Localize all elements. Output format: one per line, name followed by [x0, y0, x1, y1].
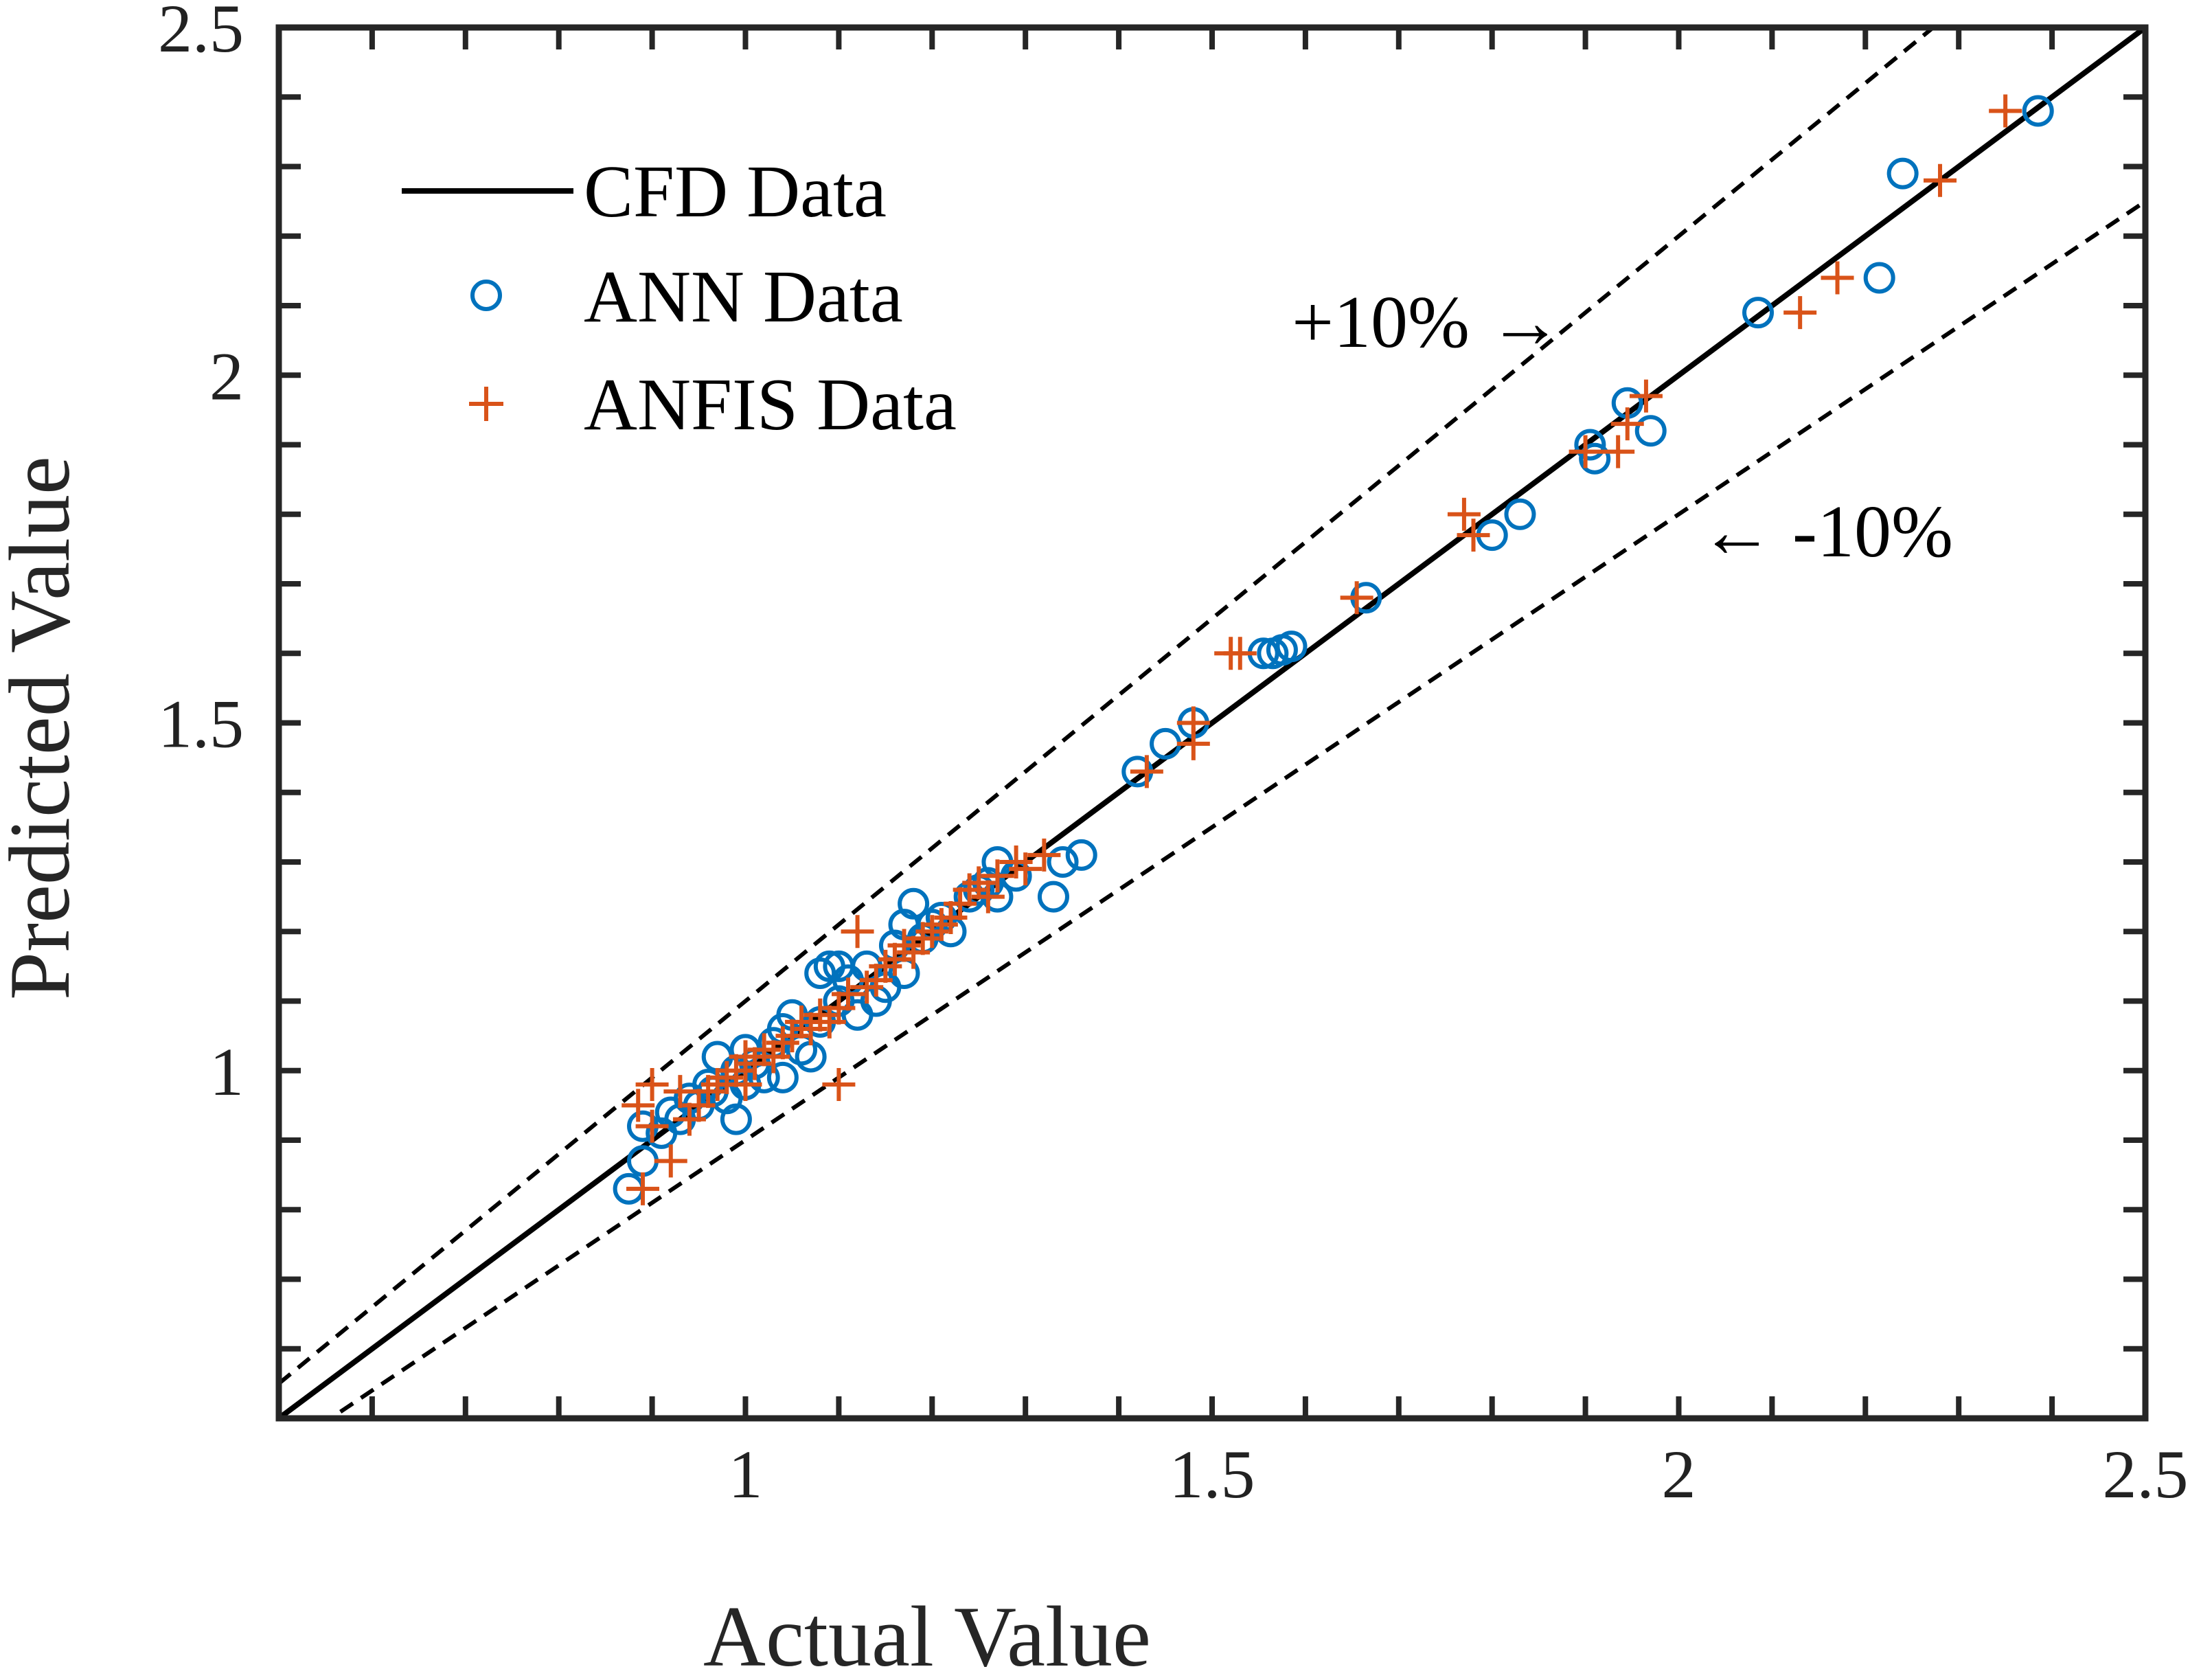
anfis-data-point: [621, 1089, 655, 1122]
ann-data-point: [1742, 297, 1775, 329]
x-tick-label: 2: [1662, 1436, 1696, 1512]
legend-circle-marker: [470, 280, 502, 311]
anfis-data-point: [1009, 852, 1042, 886]
ann-data-point: [1047, 846, 1079, 878]
anfis-data-point: [794, 1012, 828, 1045]
y-tick-label: 1: [209, 1034, 244, 1110]
ann-data-point: [2022, 95, 2054, 127]
ann-data-point: [1504, 498, 1536, 530]
plus-10-percent-line: [279, 27, 1937, 1385]
ann-data-point: [795, 1041, 827, 1073]
anfis-data-point: [729, 1068, 762, 1101]
tick-labels: 1 1.5 2 2.5 1 1.5 2 2.5: [158, 0, 2189, 1512]
ann-data-point: [1634, 415, 1667, 447]
ann-data-point: [1150, 727, 1182, 760]
legend-plus-marker: [469, 387, 503, 421]
anfis-data-point: [654, 1144, 687, 1178]
ann-data-point: [766, 1061, 799, 1093]
y-axis-title: Predicted Value: [0, 456, 88, 1000]
anfis-data-point: [1601, 435, 1635, 468]
legend: CFD Data ANN Data ANFIS Data: [402, 151, 957, 446]
legend-label-cfd: CFD Data: [584, 151, 887, 233]
x-axis-title: Actual Value: [703, 1589, 1151, 1680]
anfis-data-point: [841, 915, 874, 949]
y-tick-label: 1.5: [158, 686, 244, 762]
ann-data-point: [1863, 262, 1895, 294]
reference-lines: [279, 27, 2145, 1418]
anfis-data-point: [822, 1068, 856, 1101]
x-tick-label: 1.5: [1170, 1436, 1255, 1512]
anfis-data-point: [1924, 163, 1957, 197]
anfis-data-point: [1821, 261, 1854, 295]
anfis-data-point: [1989, 94, 2022, 128]
cfd-diagonal-line: [279, 27, 2145, 1418]
ann-data-point: [1037, 881, 1069, 913]
anfis-data-point: [1130, 755, 1163, 788]
anfis-data-point: [1629, 379, 1663, 413]
anfis-data-point: [1569, 435, 1602, 468]
ann-data-point: [1579, 442, 1611, 475]
anfis-data-point: [897, 935, 931, 969]
ann-data-point: [627, 1145, 659, 1177]
data-points: [613, 94, 2054, 1205]
axis-ticks: [279, 27, 2145, 1418]
anfis-data-point: [626, 1172, 660, 1205]
anfis-data-point: [971, 880, 1005, 913]
annotation-minus-10: ← -10%: [1700, 491, 1953, 573]
legend-label-anfis: ANFIS Data: [584, 364, 957, 446]
anfis-data-point: [635, 1109, 669, 1143]
ann-data-point: [1574, 429, 1606, 461]
anfis-data-point: [944, 887, 977, 920]
anfis-data-point: [981, 859, 1014, 893]
ann-data-point: [720, 1103, 752, 1135]
legend-label-ann: ANN Data: [584, 256, 903, 338]
annotation-plus-10: +10% →: [1292, 282, 1562, 363]
x-tick-label: 1: [729, 1436, 763, 1512]
anfis-data-point: [1223, 637, 1257, 670]
anfis-data-point: [831, 977, 865, 1011]
ann-data-point: [1065, 839, 1097, 871]
ann-data-point: [898, 887, 930, 920]
anfis-data-point: [1610, 407, 1644, 441]
anfis-data-point: [1457, 519, 1490, 552]
anfis-data-point: [663, 1075, 697, 1109]
anfis-data-point: [1176, 706, 1210, 740]
anfis-data-point: [1027, 838, 1061, 872]
y-tick-label: 2: [209, 338, 244, 414]
minus-10-percent-line: [327, 199, 2145, 1418]
x-tick-label: 2.5: [2103, 1436, 2189, 1512]
ann-data-point: [804, 957, 836, 989]
ann-data-point: [1886, 157, 1919, 190]
anfis-data-point: [635, 1068, 669, 1101]
y-tick-label: 2.5: [158, 0, 244, 67]
ann-data-point: [1275, 631, 1308, 663]
anfis-data-point: [1783, 296, 1817, 330]
anfis-data-point: [1447, 497, 1481, 531]
anfis-data-point: [1340, 581, 1373, 615]
